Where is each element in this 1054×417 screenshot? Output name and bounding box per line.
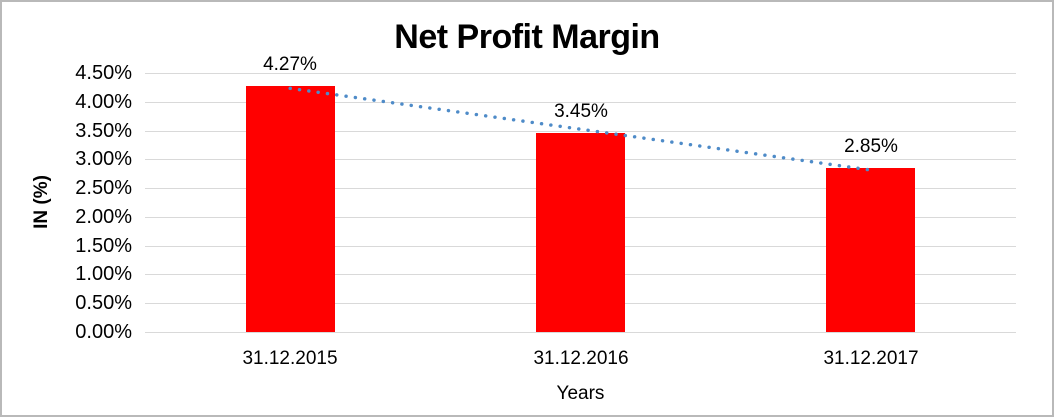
bar bbox=[826, 168, 915, 332]
x-tick-label: 31.12.2015 bbox=[242, 348, 338, 369]
y-tick-label: 1.50% bbox=[75, 234, 132, 257]
y-tick-label: 0.00% bbox=[75, 321, 132, 343]
y-tick-label: 4.50% bbox=[75, 62, 132, 84]
y-tick-label: 2.00% bbox=[75, 205, 132, 228]
bar bbox=[246, 86, 335, 332]
x-axis-title: Years bbox=[556, 383, 605, 404]
gridline bbox=[145, 332, 1016, 333]
y-tick-label: 3.00% bbox=[75, 148, 132, 171]
y-tick-label: 0.50% bbox=[75, 292, 132, 315]
gridline bbox=[145, 73, 1016, 74]
y-tick-label: 2.50% bbox=[75, 177, 132, 200]
bar-value-label: 2.85% bbox=[844, 136, 898, 157]
plot-area: 4.27% 3.45% 2.85% bbox=[145, 54, 1016, 333]
y-tick-label: 4.00% bbox=[75, 90, 132, 113]
bar bbox=[536, 133, 625, 332]
bar-value-label: 3.45% bbox=[554, 101, 608, 122]
y-tick-label: 1.00% bbox=[75, 263, 132, 286]
y-tick-label: 3.50% bbox=[75, 119, 132, 142]
x-tick-label: 31.12.2017 bbox=[823, 348, 919, 369]
x-tick-label: 31.12.2016 bbox=[533, 348, 629, 369]
chart-title: Net Profit Margin bbox=[394, 18, 660, 56]
bar-value-label: 4.27% bbox=[263, 54, 317, 75]
